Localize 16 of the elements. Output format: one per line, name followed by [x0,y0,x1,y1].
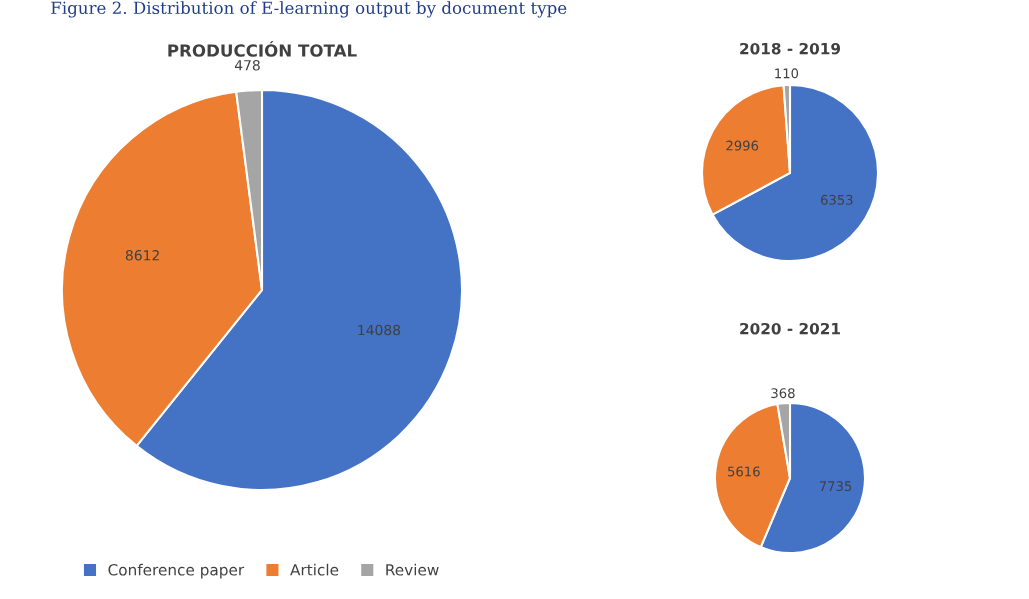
chart-title: 2020 - 2021 [740,322,840,335]
legend-label: Review [386,563,439,576]
legend-label: Conference paper [108,563,245,579]
data-label: 110 [775,68,799,79]
data-label: 7735 [819,481,852,492]
caption: Figure 2. Distribution of E-learning output by document type [51,1,567,18]
data-label: 14088 [358,324,401,336]
chart-title: PRODUCCIÓN TOTAL [168,41,357,57]
legend-label: Article [290,563,339,576]
data-label: 8612 [125,249,159,261]
data-label: 368 [771,388,795,399]
data-label: 2996 [726,140,759,151]
chart-title: 2018 - 2019 [740,42,841,55]
data-label: 6353 [820,194,853,205]
data-label: 5616 [728,466,760,477]
data-label: 478 [234,59,260,71]
